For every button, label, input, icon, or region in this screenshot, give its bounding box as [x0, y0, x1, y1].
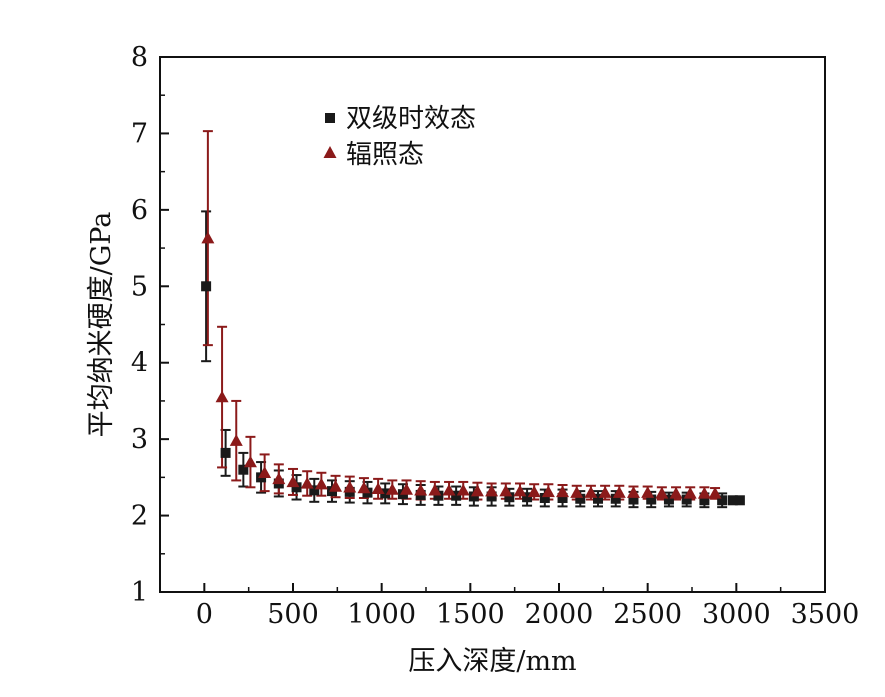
triangle-point: [669, 486, 683, 499]
triangle-point: [258, 466, 272, 478]
triangle-point: [385, 483, 399, 495]
triangle-point: [343, 480, 357, 493]
triangle-point: [499, 484, 513, 497]
square-point: [681, 494, 692, 505]
square-point: [522, 492, 533, 503]
triangle-point: [399, 483, 413, 495]
triangle-point: [708, 486, 722, 499]
legend-label-series-2: 辐照态: [346, 140, 424, 170]
triangle-point: [612, 486, 626, 498]
triangle-point: [201, 231, 215, 244]
errorbar-layer: [201, 130, 728, 509]
square-point: [504, 492, 515, 503]
square-point: [575, 493, 586, 504]
triangle-point: [641, 486, 655, 498]
square-point: [238, 464, 249, 475]
y-tick-label: 7: [131, 118, 148, 149]
y-tick-label: 3: [131, 424, 148, 455]
triangle-point: [243, 455, 257, 468]
triangle-point: [215, 390, 229, 403]
legend-label-series-1: 双级时效态: [346, 104, 476, 134]
y-axis-label: 平均纳米硬度/GPa: [86, 212, 117, 438]
axes-layer: [159, 56, 826, 593]
square-point: [291, 482, 302, 493]
y-tick-label: 8: [131, 42, 148, 73]
plot-frame: [159, 56, 826, 593]
square-point: [593, 493, 604, 504]
y-tick-label: 2: [131, 501, 148, 532]
triangle-point: [329, 480, 343, 492]
triangle-point: [556, 485, 570, 498]
square-point: [663, 494, 674, 505]
triangle-point: [286, 475, 300, 488]
triangle-point: [272, 472, 286, 485]
square-point: [220, 447, 231, 458]
triangle-point: [683, 486, 697, 499]
ticks-layer: 0 500 1000 1500 2000 2500 3000 3500 1 2 3 4 5 6 7 8: [131, 42, 860, 630]
square-point: [468, 491, 479, 502]
triangle-point: [470, 484, 484, 497]
triangle-point: [485, 484, 499, 497]
marker-layer: [201, 231, 745, 506]
x-tick-label: 1000: [347, 599, 416, 630]
triangle-point: [513, 484, 527, 497]
square-point: [201, 281, 212, 292]
square-point: [309, 485, 320, 496]
square-point: [380, 488, 391, 499]
square-point: [734, 495, 745, 506]
x-axis-label: 压入深度/mm: [408, 646, 576, 677]
triangle-point: [428, 483, 442, 496]
square-point: [433, 490, 444, 501]
x-tick-label: 3500: [791, 599, 860, 630]
x-tick-label: 0: [196, 599, 213, 630]
legend-marker-square: [325, 113, 335, 123]
triangle-point: [655, 486, 669, 499]
triangle-point: [456, 483, 470, 496]
y-tick-label: 1: [131, 577, 148, 608]
square-point: [610, 493, 621, 504]
triangle-point: [442, 483, 456, 496]
x-tick-label: 3000: [702, 599, 771, 630]
x-tick-label: 2000: [525, 599, 594, 630]
square-point: [486, 491, 497, 502]
legend-marker-triangle: [323, 146, 337, 158]
triangle-point: [371, 482, 385, 495]
triangle-point: [314, 477, 328, 490]
square-point: [699, 495, 710, 506]
x-tick-label: 2500: [613, 599, 682, 630]
square-point: [727, 495, 738, 506]
square-point: [628, 494, 639, 505]
square-point: [557, 492, 568, 503]
triangle-point: [527, 485, 541, 498]
square-point: [717, 495, 728, 506]
legend: 双级时效态 辐照态: [323, 104, 476, 170]
triangle-point: [697, 486, 711, 499]
square-point: [539, 492, 550, 503]
triangle-point: [229, 434, 243, 446]
y-tick-label: 5: [131, 271, 148, 302]
triangle-point: [300, 476, 314, 489]
triangle-point: [626, 486, 640, 498]
y-tick-label: 6: [131, 195, 148, 226]
square-point: [646, 494, 657, 505]
triangle-point: [414, 483, 428, 496]
triangle-point: [584, 486, 598, 498]
y-tick-label: 4: [131, 348, 148, 379]
square-point: [451, 490, 462, 501]
triangle-point: [541, 485, 555, 498]
x-tick-label: 500: [267, 599, 319, 630]
triangle-point: [357, 481, 371, 494]
x-tick-label: 1500: [436, 599, 505, 630]
triangle-point: [570, 486, 584, 498]
triangle-point: [598, 486, 612, 498]
